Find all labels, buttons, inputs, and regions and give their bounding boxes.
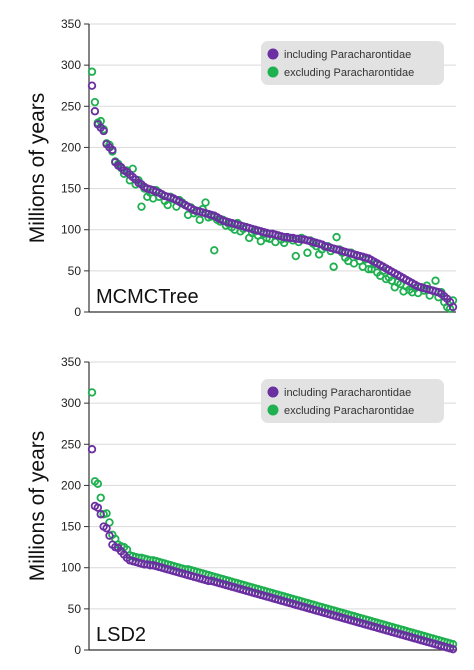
data-point <box>329 262 338 271</box>
y-tick-label: 300 <box>61 58 81 72</box>
data-point <box>364 265 373 274</box>
data-point <box>105 531 114 540</box>
data-point <box>99 126 108 136</box>
data-point <box>210 246 219 255</box>
data-point <box>93 479 103 488</box>
data-point <box>96 493 105 502</box>
series-including <box>87 81 458 312</box>
data-point <box>448 644 458 654</box>
y-tick-label: 350 <box>61 17 81 31</box>
panel-label: MCMCTree <box>96 286 199 308</box>
y-tick-label: 0 <box>74 305 81 319</box>
y-tick-label: 0 <box>74 643 81 657</box>
series-including <box>87 445 458 654</box>
data-point <box>332 232 341 242</box>
legend-swatch-excluding <box>267 404 279 416</box>
data-point <box>93 503 103 512</box>
data-point <box>96 510 105 519</box>
data-point <box>108 145 117 155</box>
data-point <box>87 445 97 454</box>
data-point <box>291 251 300 261</box>
y-tick-label: 250 <box>61 437 81 451</box>
data-point <box>137 202 146 211</box>
y-tick-label: 200 <box>61 140 81 154</box>
y-tick-label: 100 <box>61 223 81 237</box>
legend-swatch-including <box>267 386 279 398</box>
data-point <box>195 215 204 225</box>
y-tick-label: 150 <box>61 520 81 534</box>
panel-label: LSD2 <box>96 624 146 646</box>
data-point <box>87 67 97 76</box>
data-point <box>303 248 312 257</box>
legend-label: excluding Paracharontidae <box>284 67 414 79</box>
y-tick-label: 50 <box>68 264 82 278</box>
y-axis-title: Millions of years <box>26 93 49 244</box>
legend-label: excluding Paracharontidae <box>284 405 414 417</box>
data-point <box>90 97 100 107</box>
data-point <box>448 302 458 312</box>
y-tick-label: 50 <box>68 602 82 616</box>
data-point <box>431 276 440 285</box>
data-point <box>163 200 172 210</box>
legend-label: including Paracharontidae <box>284 49 411 61</box>
chart-panel-2: 0 50 100 150 200 250 300 350 Millions of years in… <box>26 355 458 657</box>
y-tick-label: 350 <box>61 355 81 369</box>
chart-panel-1: 0 50 100 150 200 250 300 350 Millions of years in… <box>26 17 458 319</box>
y-tick-label: 200 <box>61 478 81 492</box>
legend-swatch-including <box>267 48 279 60</box>
y-tick-label: 250 <box>61 99 81 113</box>
legend-box <box>261 379 444 423</box>
y-axis-title: Millions of years <box>26 431 49 582</box>
data-point <box>201 198 210 207</box>
data-point <box>87 81 97 90</box>
legend-swatch-excluding <box>267 66 279 78</box>
y-tick-label: 100 <box>61 561 81 575</box>
data-point <box>102 524 111 533</box>
legend-label: including Paracharontidae <box>284 387 411 399</box>
data-point <box>90 107 100 116</box>
y-tick-label: 150 <box>61 182 81 196</box>
legend-box <box>261 41 444 85</box>
data-point <box>87 388 97 397</box>
y-tick-label: 300 <box>61 396 81 410</box>
